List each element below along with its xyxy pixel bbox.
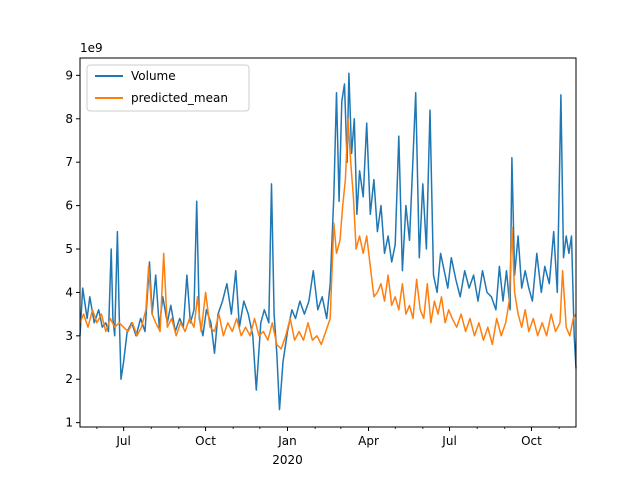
series-line-predicted-mean [79,118,577,350]
series-line-volume [79,72,577,411]
y-axis: 1 2 3 4 5 6 7 8 9 [65,68,80,430]
y-tick-label: 7 [65,155,73,169]
y-tick-label: 9 [65,68,73,82]
x-tick-label: Oct [521,434,542,448]
y-tick-label: 1 [65,416,73,430]
y-scale-label: 1e9 [80,41,103,55]
y-tick-label: 6 [65,199,73,213]
legend: Volume predicted_mean [86,64,250,112]
series-lines [79,72,577,411]
x-tick-label: Oct [195,434,216,448]
x-tick-label: Apr [358,434,379,448]
x-axis: Jul Oct Jan 2020 Apr Jul Oct [96,427,560,467]
x-tick-label: Jul [441,434,456,448]
y-tick-label: 8 [65,112,73,126]
y-tick-label: 4 [65,285,73,299]
legend-box [86,64,250,112]
legend-label-volume: Volume [131,69,176,83]
x-tick-sublabel: 2020 [272,453,303,467]
y-tick-label: 2 [65,372,73,386]
x-tick-label: Jul [115,434,130,448]
y-tick-label: 5 [65,242,73,256]
plot-frame [79,57,577,428]
y-tick-label: 3 [65,329,73,343]
x-tick-label: Jan [277,434,297,448]
legend-label-predicted-mean: predicted_mean [131,91,228,105]
